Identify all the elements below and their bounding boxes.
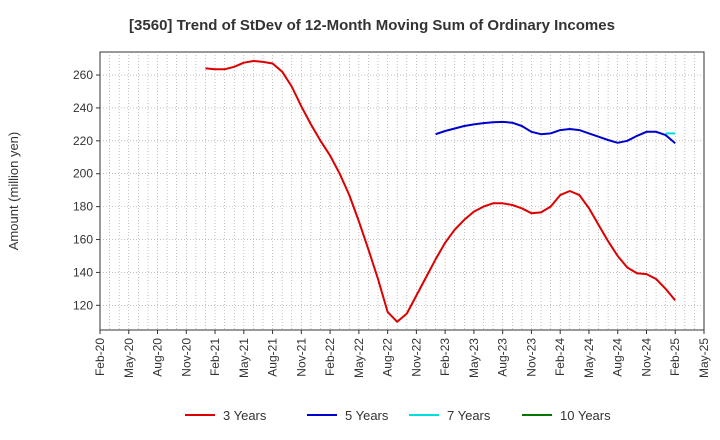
x-tick-label: Feb-24	[553, 338, 567, 376]
chart-title: [3560] Trend of StDev of 12-Month Moving…	[129, 17, 615, 34]
x-tick-label: Nov-24	[639, 338, 653, 377]
plot-frame	[99, 51, 705, 331]
series-line-2	[435, 120, 676, 145]
y-tick-label: 240	[73, 101, 93, 115]
x-tick-label: May-24	[582, 338, 596, 378]
x-tick-label: Aug-23	[496, 338, 510, 377]
x-tick-label: Nov-22	[409, 338, 423, 377]
y-axis-label: Amount (million yen)	[6, 132, 21, 251]
x-tick-label: Nov-23	[524, 338, 538, 377]
y-tick-label: 140	[73, 265, 93, 279]
legend: 3 Years 5 Years 7 Years 10 Years	[185, 408, 611, 423]
x-tick-label: Feb-21	[208, 338, 222, 376]
x-tick-label: Nov-20	[179, 338, 193, 377]
legend-label-4: 10 Years	[560, 408, 611, 423]
x-tick-label: May-23	[467, 338, 481, 378]
x-tick-label: Nov-21	[294, 338, 308, 377]
x-tick-label: Aug-20	[151, 338, 165, 377]
x-tick-label: Feb-20	[93, 338, 107, 376]
y-tick-label: 180	[73, 200, 93, 214]
x-tick-label: Aug-24	[611, 338, 625, 377]
x-tick-label: May-21	[237, 338, 251, 378]
y-tick-label: 260	[73, 68, 93, 82]
y-tick-label: 200	[73, 167, 93, 181]
series-line-1	[205, 60, 676, 323]
x-tick-label: May-25	[697, 338, 711, 378]
x-tick-label: Feb-25	[668, 338, 682, 376]
x-tick-label: Aug-21	[266, 338, 280, 377]
x-tick-label: May-20	[122, 338, 136, 378]
x-tick-label: Feb-22	[323, 338, 337, 376]
y-tick-label: 160	[73, 233, 93, 247]
legend-label-1: 3 Years	[223, 408, 267, 423]
y-tick-label: 220	[73, 134, 93, 148]
y-tick-label: 120	[73, 298, 93, 312]
x-tick-label: Aug-22	[381, 338, 395, 377]
legend-label-2: 5 Years	[345, 408, 389, 423]
x-tick-label: Feb-23	[438, 338, 452, 376]
plot-area: 120 140 160 180 200 220 240 260 Feb-20 May-20 Aug-…	[73, 51, 711, 378]
legend-label-3: 7 Years	[447, 408, 491, 423]
x-tick-label: May-22	[352, 338, 366, 378]
